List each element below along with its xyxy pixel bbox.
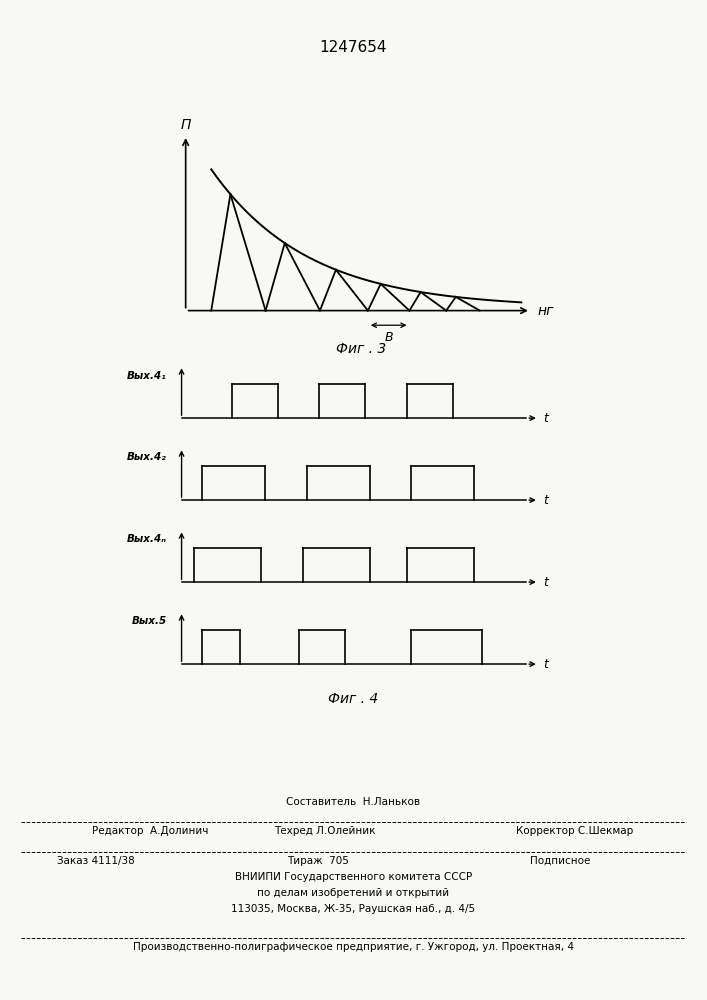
Text: нг: нг: [537, 304, 554, 318]
Text: по делам изобретений и открытий: по делам изобретений и открытий: [257, 888, 450, 898]
Text: ВНИИПИ Государственного комитета СССР: ВНИИПИ Государственного комитета СССР: [235, 872, 472, 882]
Text: Фиг . 4: Фиг . 4: [328, 692, 379, 706]
Text: П: П: [180, 118, 191, 132]
Text: Техред Л.Олейник: Техред Л.Олейник: [274, 826, 376, 836]
Text: t: t: [543, 494, 548, 507]
Text: 113035, Москва, Ж-35, Раушская наб., д. 4/5: 113035, Москва, Ж-35, Раушская наб., д. …: [231, 904, 476, 914]
Text: Вых.4ₙ: Вых.4ₙ: [127, 534, 167, 544]
Text: Вых.4₁: Вых.4₁: [127, 371, 167, 381]
Text: Фиг . 3: Фиг . 3: [337, 342, 387, 356]
Text: t: t: [543, 576, 548, 589]
Text: Тираж  705: Тираж 705: [287, 856, 349, 866]
Text: Вых.5: Вых.5: [132, 616, 167, 626]
Text: 1247654: 1247654: [320, 40, 387, 55]
Text: Производственно-полиграфическое предприятие, г. Ужгород, ул. Проектная, 4: Производственно-полиграфическое предприя…: [133, 942, 574, 952]
Text: Подписное: Подписное: [530, 856, 590, 866]
Text: t: t: [543, 658, 548, 671]
Text: Редактор  А.Долинич: Редактор А.Долинич: [92, 826, 209, 836]
Text: t: t: [543, 412, 548, 425]
Text: В: В: [385, 331, 393, 344]
Text: Составитель  Н.Ланьков: Составитель Н.Ланьков: [286, 797, 421, 807]
Text: Вых.4₂: Вых.4₂: [127, 452, 167, 462]
Text: Заказ 4111/38: Заказ 4111/38: [57, 856, 134, 866]
Text: Корректор С.Шекмар: Корректор С.Шекмар: [516, 826, 633, 836]
